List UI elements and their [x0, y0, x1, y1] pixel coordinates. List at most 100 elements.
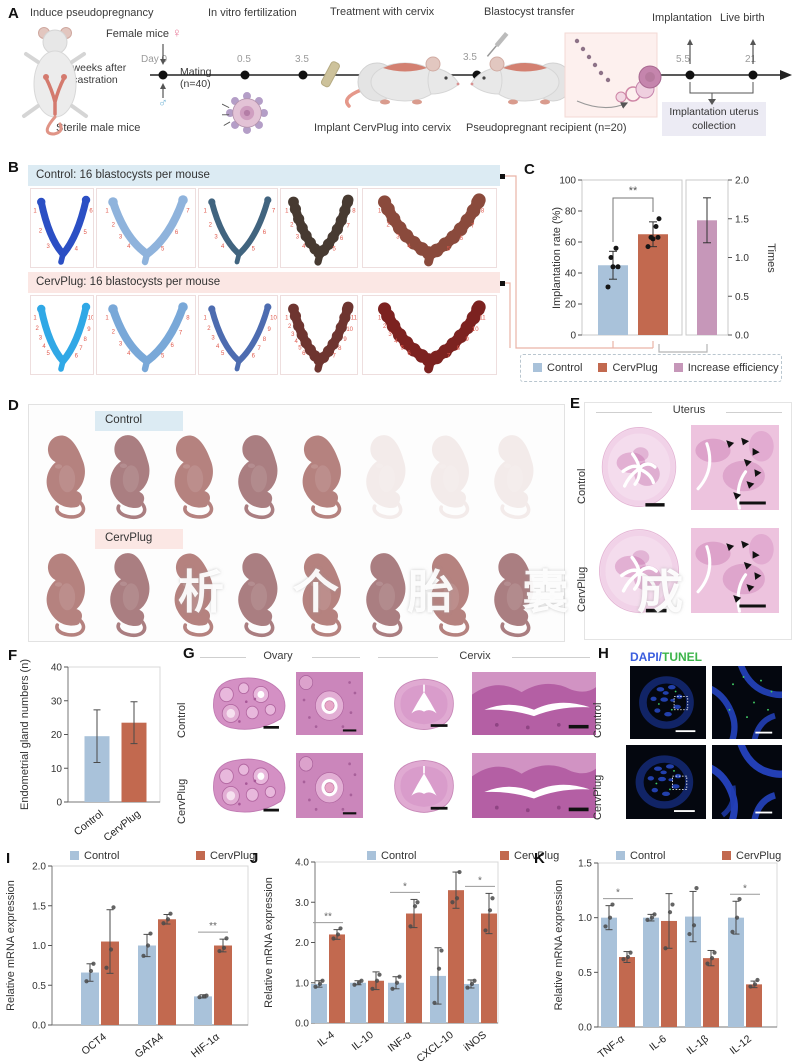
- site-number: 4: [127, 244, 131, 250]
- svg-shape: [500, 281, 505, 286]
- significance-marker: **: [324, 912, 332, 923]
- svg-shape: [141, 250, 151, 266]
- legend-label: Control: [547, 362, 583, 374]
- pup-illustration: [418, 431, 483, 523]
- female-symbol: ♀: [172, 25, 182, 40]
- svg-shape: [586, 54, 592, 60]
- site-number: 8: [481, 209, 485, 215]
- site-number: 3: [396, 234, 400, 240]
- svg-shape: [486, 45, 497, 57]
- significance-marker: *: [743, 883, 747, 894]
- svg-shape: [108, 434, 151, 518]
- site-number: 3: [46, 244, 50, 250]
- step-blastocyst-transfer: Blastocyst transfer: [484, 6, 575, 18]
- d-control-chip: Control: [95, 411, 183, 431]
- svg-shape: [494, 32, 509, 48]
- pup-illustration: [290, 431, 355, 523]
- svg-shape: [658, 344, 708, 353]
- category-label: TNF-α: [596, 1033, 627, 1061]
- g-control-cervix: [382, 672, 466, 735]
- svg-shape: [712, 666, 782, 739]
- bar: [697, 220, 717, 335]
- category-label: Control: [72, 808, 106, 838]
- site-number: 1: [204, 208, 208, 214]
- g-cervplug-cervix-zoom: [472, 753, 596, 818]
- bar: [619, 957, 635, 1027]
- g-col-ovary: Ovary: [263, 650, 293, 662]
- svg-shape: [395, 679, 454, 729]
- data-point: [165, 917, 171, 922]
- svg-shape: [301, 435, 343, 518]
- site-number: 6: [407, 351, 411, 357]
- svg-shape: [691, 425, 779, 510]
- data-point: [161, 921, 166, 926]
- site-number: 5: [221, 351, 225, 357]
- svg-shape: [313, 354, 325, 366]
- chart-i: 0.0 0.5 1.0 1.5 2.0 Relative mRNA expression *…: [5, 850, 255, 1061]
- data-point: [610, 902, 615, 907]
- y-tick-label: 0.0: [295, 1019, 309, 1030]
- uterus-photo: 1 234 56 7 8: [96, 295, 196, 375]
- chart-c: 0 20 40 60 80 100 Implantation rate (%) ** 0.0 0.…: [551, 176, 777, 342]
- site-number: 5: [83, 230, 87, 236]
- y-axis-label: Relative mRNA expression: [5, 880, 17, 1011]
- data-point: [390, 986, 395, 991]
- pup-illustration: [34, 549, 99, 641]
- data-point: [628, 950, 633, 955]
- data-point: [705, 961, 710, 966]
- svg-shape: [213, 759, 284, 812]
- svg-shape: [81, 195, 91, 205]
- data-point: [352, 982, 357, 987]
- panel-h-letter: H: [598, 645, 609, 662]
- site-number: 2: [387, 222, 391, 228]
- h-stain-label: DAPI/TUNEL: [630, 650, 702, 664]
- category-label: INF-α: [386, 1029, 414, 1055]
- svg-shape: [37, 197, 46, 207]
- pup-illustration: [98, 548, 165, 641]
- site-number: 4: [302, 244, 306, 250]
- svg-shape: [580, 46, 586, 52]
- data-point: [625, 954, 631, 960]
- data-point: [694, 886, 699, 891]
- y-tick-label: 0.0: [735, 331, 749, 342]
- svg-shape: [108, 304, 118, 314]
- collection-box: Implantation uterus collection: [662, 102, 766, 136]
- data-point: [663, 946, 668, 951]
- y-tick-label: 1.0: [578, 913, 592, 924]
- y-tick-label: 0.5: [578, 968, 592, 979]
- site-number: 1: [33, 208, 37, 214]
- site-number: 5: [161, 353, 165, 359]
- svg-shape: [492, 434, 535, 518]
- site-number: 6: [340, 236, 344, 242]
- svg-shape: [429, 435, 471, 518]
- svg-shape: [602, 427, 676, 506]
- significance-marker: *: [616, 888, 620, 899]
- site-number: 8: [263, 337, 267, 343]
- pup-illustration: [34, 431, 99, 523]
- data-point: [645, 917, 650, 922]
- panel-j-letter: J: [250, 850, 259, 867]
- g-ovary-line-left: [200, 657, 246, 658]
- site-number: 6: [302, 351, 306, 357]
- site-number: 3: [214, 234, 218, 240]
- data-point: [320, 978, 325, 983]
- e-title-line-left: [596, 412, 652, 413]
- svg-shape: [460, 320, 475, 335]
- svg-shape: [395, 760, 454, 812]
- data-point: [608, 255, 614, 260]
- data-point: [141, 953, 146, 958]
- panel-c-letter: C: [524, 161, 535, 178]
- site-number: 2: [35, 326, 39, 332]
- panel-e-letter: E: [570, 395, 581, 412]
- svg-shape: [339, 205, 351, 217]
- site-number: 8: [457, 346, 461, 352]
- panel-g-letter: G: [183, 645, 195, 662]
- data-point: [454, 896, 460, 901]
- tick-5-5: 5.5: [676, 54, 690, 65]
- data-point: [667, 910, 673, 915]
- legend-swatch: [673, 363, 683, 372]
- g-cervix-line-left: [378, 657, 438, 658]
- svg-shape: [748, 70, 758, 80]
- site-number: 1: [285, 208, 289, 214]
- panel-a-letter: A: [8, 5, 19, 22]
